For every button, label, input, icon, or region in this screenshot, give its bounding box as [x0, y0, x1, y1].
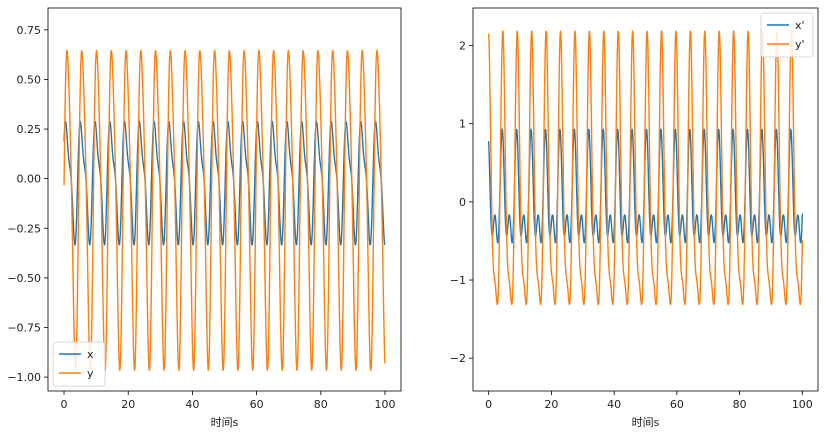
series-line-x: [63, 120, 386, 246]
x-axis-label: 时间s: [632, 416, 660, 429]
series-line-y: [63, 49, 386, 371]
legend-label: x: [87, 348, 94, 361]
legend: x' y': [760, 12, 814, 58]
x-tick-label: 40: [607, 398, 621, 411]
x-tick-label: 80: [314, 398, 328, 411]
x-tick-label: 60: [250, 398, 264, 411]
legend: xy: [52, 341, 106, 387]
axes-frame: [47, 7, 402, 392]
y-tick-label: 0.00: [17, 173, 42, 186]
y-tick-label: −0.50: [7, 272, 41, 285]
series-group: [63, 49, 386, 371]
legend-label: y': [795, 38, 805, 51]
y-tick-label: 0: [459, 196, 466, 209]
axes-frame: [472, 7, 819, 392]
y-tick-label: −1: [450, 274, 466, 287]
x-tick-label: 60: [670, 398, 684, 411]
x-tick-label: 0: [61, 398, 68, 411]
left-plot: 0 20 40 60 80 100 −1.00 −0.75 −0.50 −0.25 0.00 0.25…: [7, 7, 402, 429]
legend-box: [760, 12, 814, 58]
legend-label: x': [795, 19, 805, 32]
x-tick-label: 100: [792, 398, 813, 411]
y-tick-label: 0.75: [17, 24, 42, 37]
y-tick-label: −1.00: [7, 371, 41, 384]
y-tick-label: −0.75: [7, 321, 41, 334]
x-tick-label: 20: [544, 398, 558, 411]
y-tick-label: 2: [459, 40, 466, 53]
y-tick-label: 1: [459, 118, 466, 131]
y-tick-label: 0.25: [17, 123, 42, 136]
x-tick-label: 100: [374, 398, 395, 411]
y-tick-label: −2: [450, 352, 466, 365]
legend-label: y: [87, 367, 94, 380]
series-group: [487, 30, 804, 306]
legend-box: [52, 341, 106, 387]
x-tick-label: 40: [185, 398, 199, 411]
x-tick-label: 20: [121, 398, 135, 411]
x-tick-label: 80: [733, 398, 747, 411]
right-plot: 0 20 40 60 80 100 −2 −1 0 1 2 时间s x' y': [450, 7, 819, 429]
x-axis-label: 时间s: [211, 416, 239, 429]
series-line-y-prime: [487, 30, 804, 306]
x-tick-label: 0: [485, 398, 492, 411]
y-tick-label: −0.25: [7, 222, 41, 235]
y-tick-label: 0.50: [17, 73, 42, 86]
